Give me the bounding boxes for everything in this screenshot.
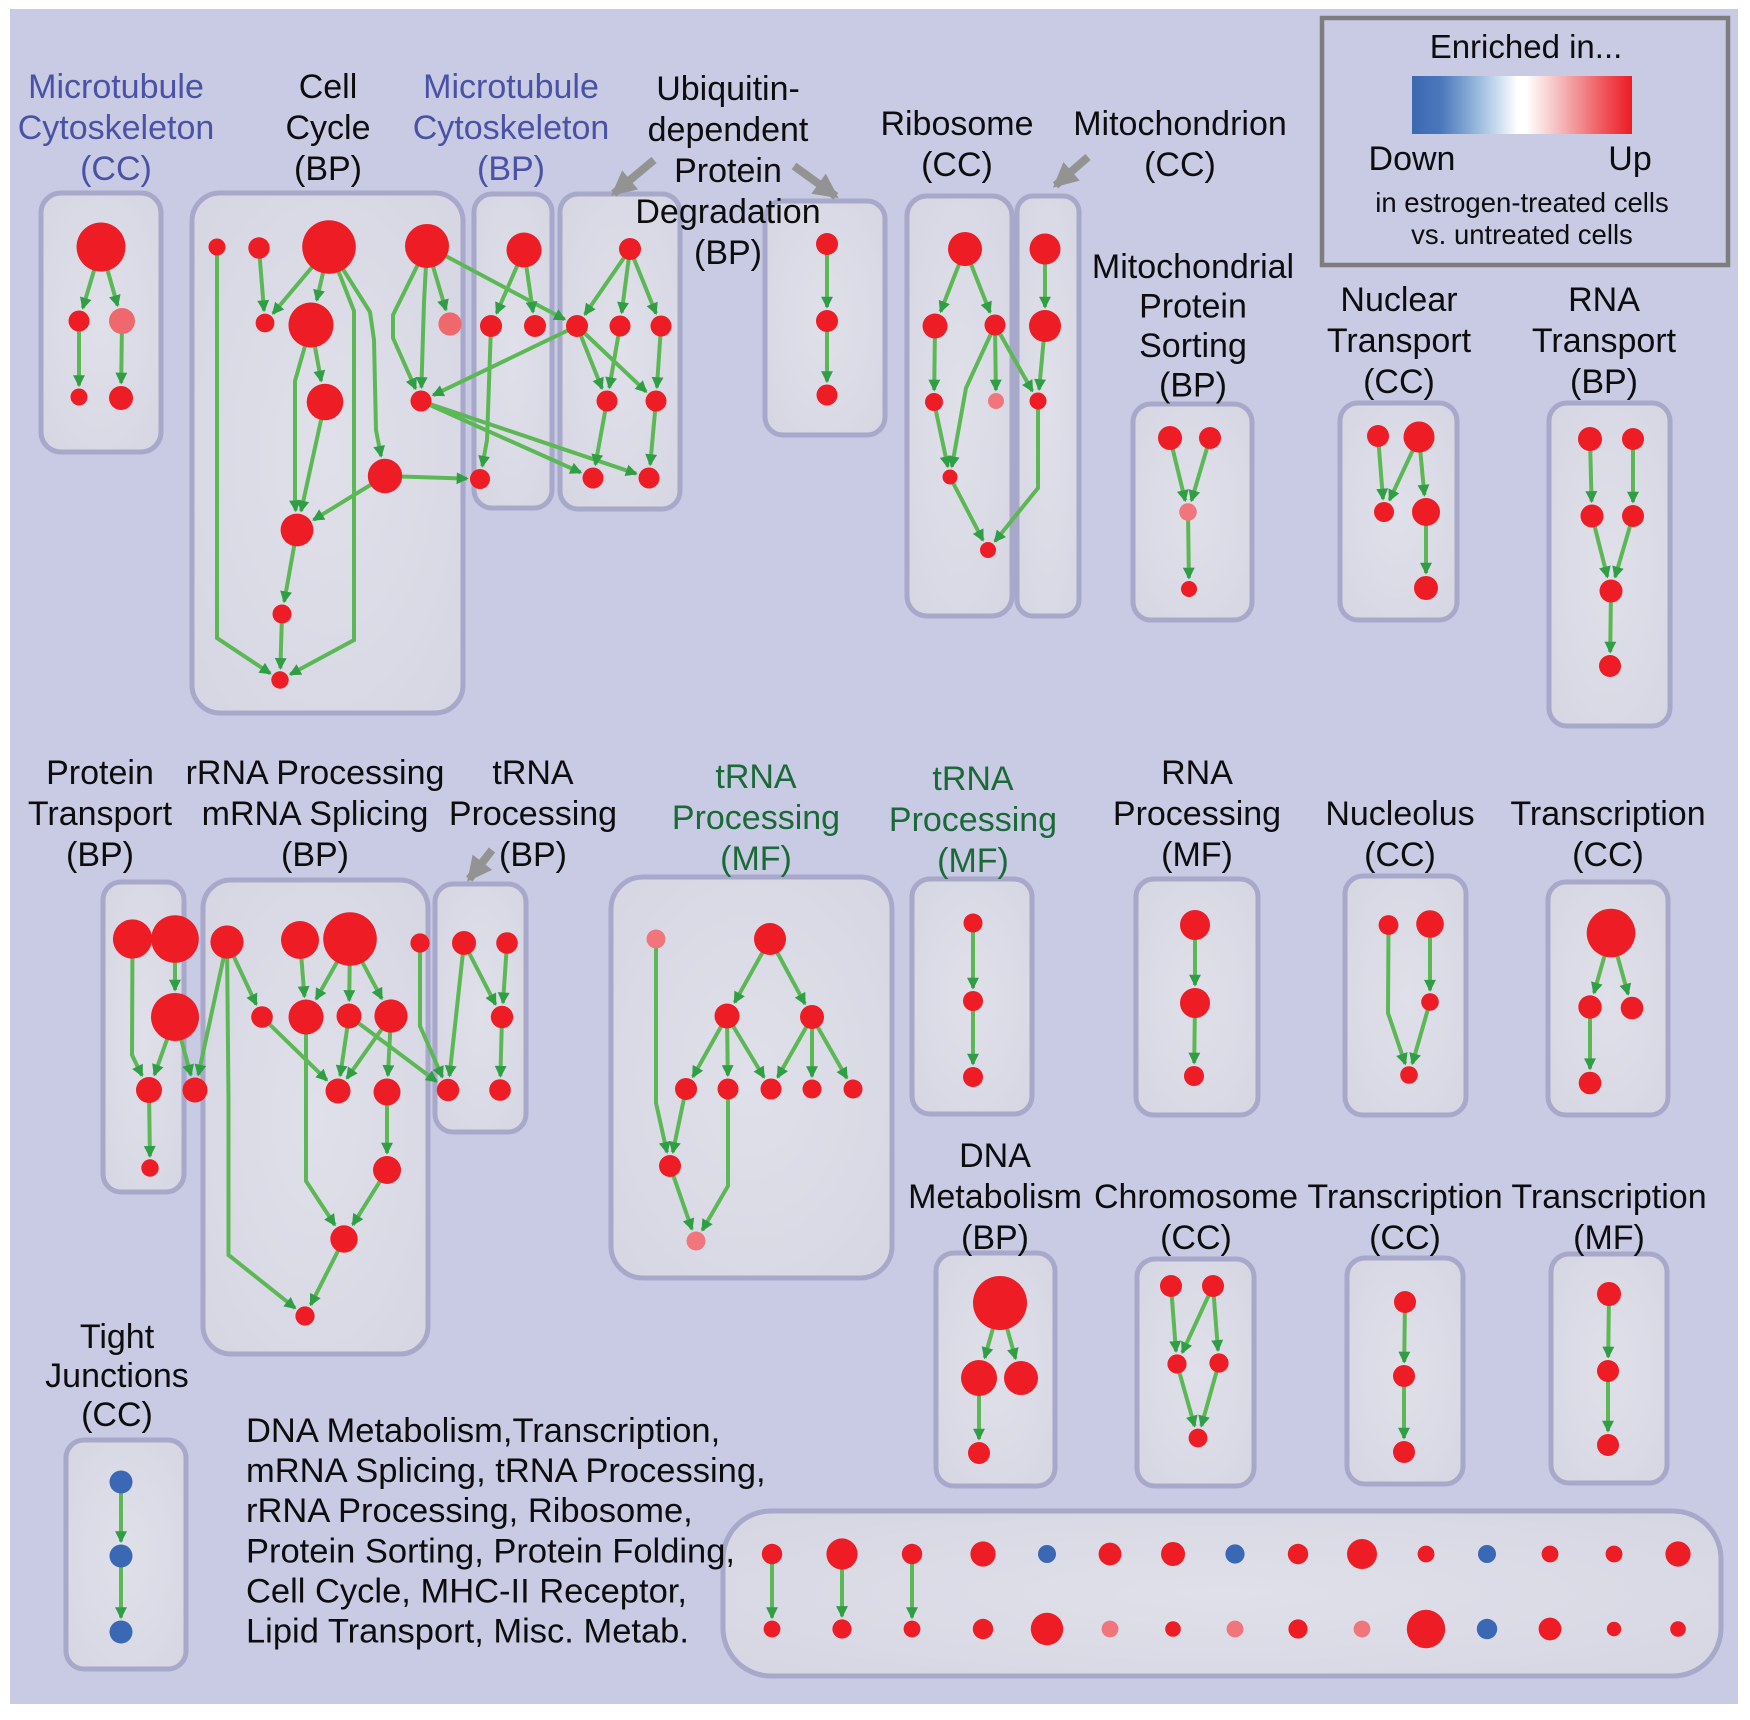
svg-text:Nucleolus(CC): Nucleolus (CC) <box>1325 795 1474 874</box>
svg-text:Transcription(MF): Transcription (MF) <box>1511 1178 1706 1257</box>
svg-text:DNA Metabolism,Transcription,m: DNA Metabolism,Transcription, mRNA Splici… <box>246 1412 766 1651</box>
svg-text:Transcription(CC): Transcription (CC) <box>1307 1178 1502 1257</box>
svg-text:Down: Down <box>1369 140 1456 178</box>
svg-text:vs. untreated cells: vs. untreated cells <box>1411 219 1633 250</box>
svg-text:Up: Up <box>1608 140 1651 178</box>
svg-text:Enriched in...: Enriched in... <box>1430 28 1623 65</box>
svg-text:Transcription(CC): Transcription (CC) <box>1510 795 1705 874</box>
svg-text:in estrogen-treated cells: in estrogen-treated cells <box>1375 187 1669 218</box>
svg-text:Mitochondrion(CC): Mitochondrion (CC) <box>1073 105 1287 184</box>
svg-text:Ribosome(CC): Ribosome (CC) <box>880 105 1033 184</box>
svg-text:Chromosome(CC): Chromosome (CC) <box>1094 1178 1298 1257</box>
